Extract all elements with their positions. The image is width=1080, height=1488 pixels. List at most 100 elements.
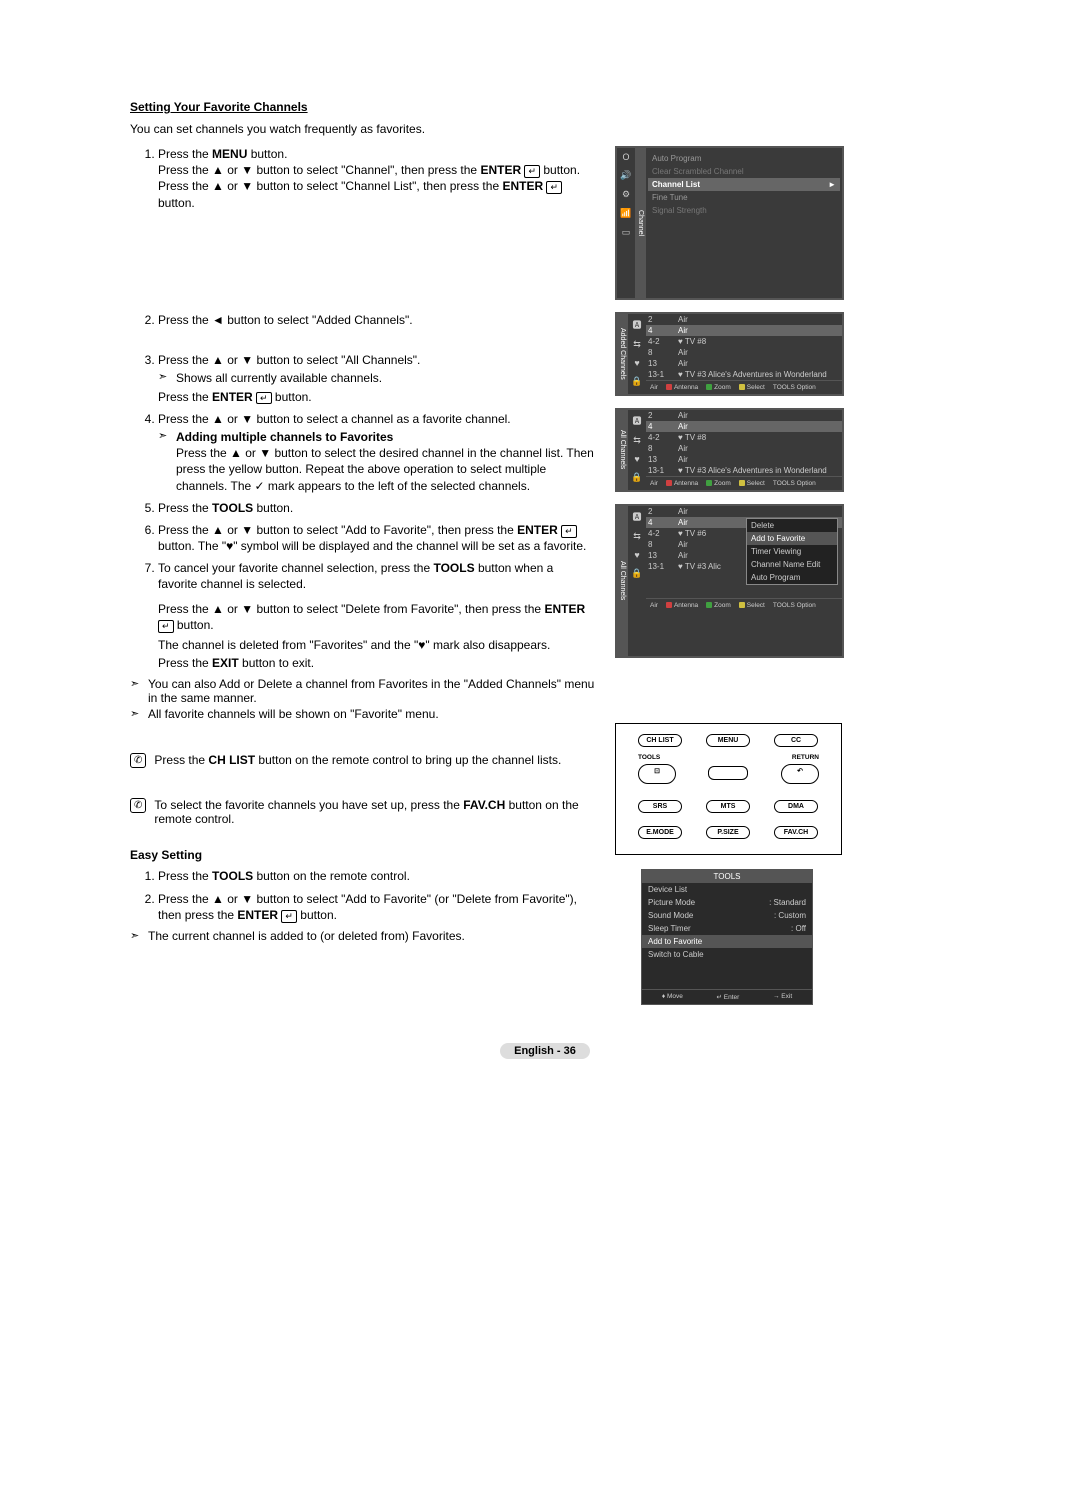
green-dot-icon bbox=[706, 480, 712, 486]
arrow-right-icon: ► bbox=[828, 180, 836, 189]
step-3-sub: Shows all currently available channels. bbox=[158, 370, 595, 386]
enter-icon: ↵ bbox=[281, 910, 297, 923]
mts-button[interactable]: MTS bbox=[706, 800, 750, 813]
channel-row[interactable]: 13Air bbox=[646, 454, 842, 465]
easy-step-2: Press the ▲ or ▼ button to select "Add t… bbox=[158, 891, 595, 923]
side-icon: 🅰 bbox=[628, 506, 646, 527]
note-1: You can also Add or Delete a channel fro… bbox=[130, 677, 595, 705]
step-7: To cancel your favorite channel selectio… bbox=[158, 560, 595, 671]
channel-row[interactable]: 2Air bbox=[646, 506, 842, 517]
popup-item[interactable]: Channel Name Edit bbox=[747, 558, 837, 571]
side-icon: ⇆ bbox=[628, 335, 646, 354]
green-dot-icon bbox=[706, 602, 712, 608]
channel-row[interactable]: 4-2♥ TV #8 bbox=[646, 432, 842, 443]
remote-notes-row: ✆ Press the CH LIST button on the remote… bbox=[130, 723, 960, 1005]
main-steps: Press the MENU button. Press the ▲ or ▼ … bbox=[130, 146, 595, 211]
step-6: Press the ▲ or ▼ button to select "Add t… bbox=[158, 522, 595, 554]
side-icon: 🅰 bbox=[628, 410, 646, 431]
chlist-button[interactable]: CH LIST bbox=[638, 734, 682, 747]
enter-icon: ↵ bbox=[158, 620, 174, 633]
page-number: English - 36 bbox=[500, 1043, 590, 1059]
tools-row[interactable]: Sleep Timer: Off bbox=[642, 922, 812, 935]
channel-side-tab: Channel bbox=[635, 148, 646, 298]
channel-row[interactable]: 4Air bbox=[646, 325, 842, 336]
channel-row[interactable]: 4Air bbox=[646, 421, 842, 432]
side-icon: ⇆ bbox=[628, 527, 646, 546]
easy-note: The current channel is added to (or dele… bbox=[130, 929, 595, 943]
channel-row[interactable]: 8Air bbox=[646, 443, 842, 454]
return-label: RETURN bbox=[792, 754, 819, 761]
screenshot-column: O 🔊 ⚙ 📶 ▭ Channel Auto Program Clear Scr… bbox=[615, 146, 960, 312]
yellow-dot-icon bbox=[739, 384, 745, 390]
menu-item[interactable]: Fine Tune bbox=[648, 191, 840, 204]
tools-button[interactable]: ⊡ bbox=[638, 764, 676, 784]
list-side-icons: 🅰 ⇆ ♥ 🔒 bbox=[628, 314, 646, 394]
channel-row[interactable]: 4-2♥ TV #8 bbox=[646, 336, 842, 347]
list-side-tab: All Channels bbox=[617, 506, 628, 656]
content-row-1: Press the MENU button. Press the ▲ or ▼ … bbox=[130, 146, 960, 312]
popup-item[interactable]: Timer Viewing bbox=[747, 545, 837, 558]
channel-row[interactable]: 8Air bbox=[646, 347, 842, 358]
tools-row[interactable]: Switch to Cable bbox=[642, 948, 812, 961]
favch-button[interactable]: FAV.CH bbox=[774, 826, 818, 839]
step-4-sub: Adding multiple channels to Favorites Pr… bbox=[158, 429, 595, 494]
easy-step-1: Press the TOOLS button on the remote con… bbox=[158, 868, 595, 884]
popup-item[interactable]: Add to Favorite bbox=[747, 532, 837, 545]
step-3: Press the ▲ or ▼ button to select "All C… bbox=[158, 352, 595, 405]
tools-head: TOOLS bbox=[642, 870, 812, 883]
side-icon: 🅰 bbox=[628, 314, 646, 335]
enter-icon: ↵ bbox=[256, 392, 272, 405]
menu-item[interactable]: Clear Scrambled Channel bbox=[648, 165, 840, 178]
psize-button[interactable]: P.SIZE bbox=[706, 826, 750, 839]
menu-item[interactable]: Signal Strength bbox=[648, 204, 840, 217]
side-icon: ♥ bbox=[628, 546, 646, 564]
side-icon: 🔒 bbox=[628, 468, 646, 487]
channel-row[interactable]: 13Air bbox=[646, 358, 842, 369]
dma-button[interactable]: DMA bbox=[774, 800, 818, 813]
red-dot-icon bbox=[666, 602, 672, 608]
tools-menu-screenshot: TOOLS Device ListPicture Mode: StandardS… bbox=[641, 869, 813, 1005]
channel-row[interactable]: 13-1♥ TV #3 Alice's Adventures in Wonder… bbox=[646, 465, 842, 476]
popup-item[interactable]: Delete bbox=[747, 519, 837, 532]
intro-text: You can set channels you watch frequentl… bbox=[130, 122, 960, 136]
green-dot-icon bbox=[706, 384, 712, 390]
note-2: All favorite channels will be shown on "… bbox=[130, 707, 595, 721]
step-4: Press the ▲ or ▼ button to select a chan… bbox=[158, 411, 595, 494]
menu-item-active[interactable]: Channel List ► bbox=[648, 178, 840, 191]
tools-row[interactable]: Add to Favorite bbox=[642, 935, 812, 948]
srs-button[interactable]: SRS bbox=[638, 800, 682, 813]
tools-row[interactable]: Picture Mode: Standard bbox=[642, 896, 812, 909]
list-footer: Air Antenna Zoom Select TOOLS Option bbox=[646, 598, 842, 612]
channel-row[interactable]: 2Air bbox=[646, 410, 842, 421]
side-icon: ♥ bbox=[628, 354, 646, 372]
menu-icon: ▭ bbox=[617, 223, 635, 242]
enter-icon: ↵ bbox=[546, 181, 562, 194]
added-channels-screenshot: Added Channels 🅰 ⇆ ♥ 🔒 2Air4Air4-2♥ TV #… bbox=[615, 312, 844, 396]
enter-icon: ↵ bbox=[561, 525, 577, 538]
list-side-tab: All Channels bbox=[617, 410, 628, 490]
remote-control-image: CH LIST MENU CC TOOLS RETURN ⊡ ↶ SRS MTS… bbox=[615, 723, 842, 855]
cc-button[interactable]: CC bbox=[774, 734, 818, 747]
side-icon: 🔒 bbox=[628, 372, 646, 391]
tools-label: TOOLS bbox=[638, 754, 660, 761]
list-side-tab: Added Channels bbox=[617, 314, 628, 394]
emode-button[interactable]: E.MODE bbox=[638, 826, 682, 839]
channel-menu-screenshot: O 🔊 ⚙ 📶 ▭ Channel Auto Program Clear Scr… bbox=[615, 146, 844, 300]
menu-item[interactable]: Auto Program bbox=[648, 152, 840, 165]
return-button[interactable]: ↶ bbox=[781, 764, 819, 784]
step-1: Press the MENU button. Press the ▲ or ▼ … bbox=[158, 146, 595, 211]
tools-row[interactable]: Sound Mode: Custom bbox=[642, 909, 812, 922]
easy-steps: Press the TOOLS button on the remote con… bbox=[130, 868, 595, 923]
channel-row[interactable]: 2Air bbox=[646, 314, 842, 325]
all-channels-screenshot: All Channels 🅰 ⇆ ♥ 🔒 2Air4Air4-2♥ TV #88… bbox=[615, 408, 844, 492]
step-2: Press the ◄ button to select "Added Chan… bbox=[158, 312, 595, 328]
popup-item[interactable]: Auto Program bbox=[747, 571, 837, 584]
record-button[interactable] bbox=[708, 766, 748, 780]
menu-icon: ⚙ bbox=[617, 185, 635, 204]
channels-popup-screenshot: All Channels 🅰 ⇆ ♥ 🔒 2Air4Air4-2♥ TV #68… bbox=[615, 504, 844, 658]
list-side-icons: 🅰 ⇆ ♥ 🔒 bbox=[628, 506, 646, 656]
channel-row[interactable]: 13-1♥ TV #3 Alice's Adventures in Wonder… bbox=[646, 369, 842, 380]
menu-button[interactable]: MENU bbox=[706, 734, 750, 747]
tools-row[interactable]: Device List bbox=[642, 883, 812, 896]
page-number-wrap: English - 36 bbox=[130, 1023, 960, 1059]
